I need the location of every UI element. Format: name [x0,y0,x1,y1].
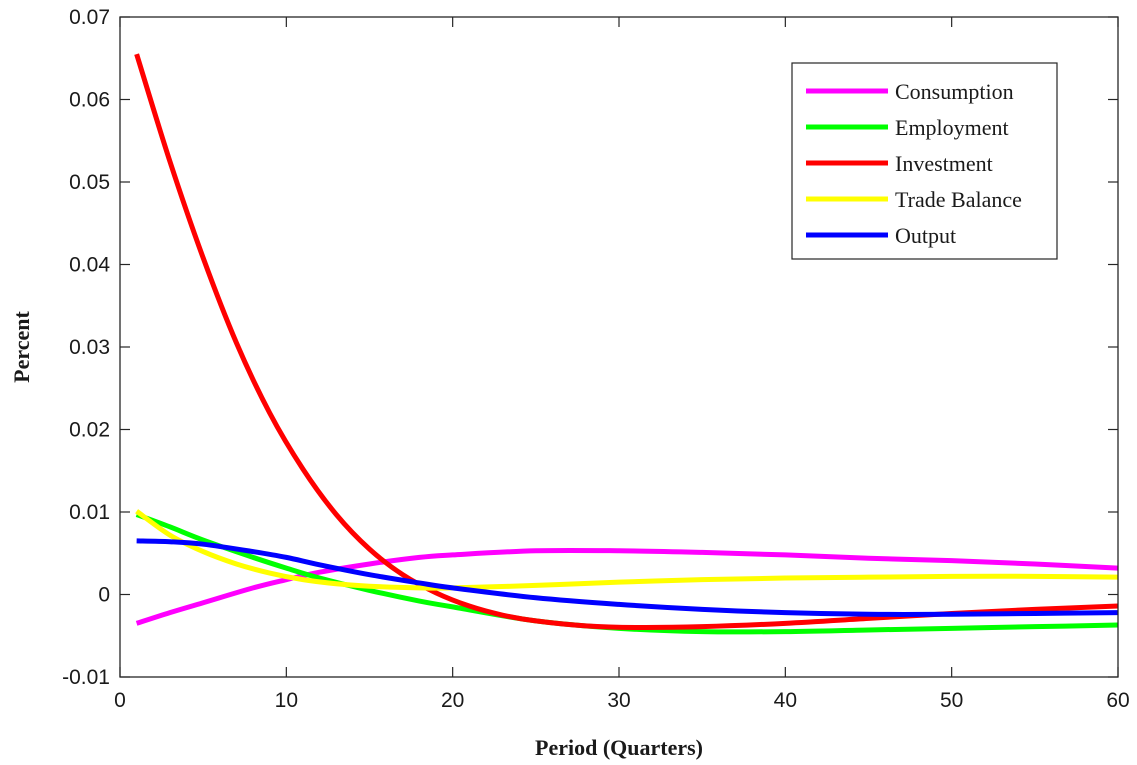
axis-ticks: 0 10 20 30 40 50 60-0.0100.010.020.030.040.050… [62,6,1130,712]
y-tick-label: 0.07 [69,6,110,29]
x-tick-label: 20 [441,689,464,712]
y-axis-title: Percent [9,311,34,383]
legend-label-output: Output [895,223,956,248]
legend-label-trade-balance: Trade Balance [895,187,1022,212]
series-line-consumption [135,547,1119,626]
y-tick-label: 0.04 [69,254,110,277]
y-tick-label: 0.03 [69,336,110,359]
x-tick-label: 60 [1106,689,1129,712]
legend: Consumption Employment Investment Trade Bal… [791,62,1058,260]
y-tick-label: 0.02 [69,419,110,442]
x-tick-label: 40 [774,689,797,712]
legend-label-consumption: Consumption [895,79,1014,104]
series-line-output [136,538,1119,617]
y-tick-label: 0 [98,584,110,607]
series-line-investment [134,53,1119,631]
x-tick-label: 30 [607,689,630,712]
plot-frame [119,16,1119,678]
y-tick-label: 0.01 [69,501,110,524]
y-tick-label: 0.05 [69,171,110,194]
x-tick-label: 10 [275,689,298,712]
x-tick-label: 50 [940,689,963,712]
x-axis-title: Period (Quarters) [535,735,703,760]
y-tick-label: 0.06 [69,89,110,112]
y-tick-label: -0.01 [62,666,110,689]
legend-label-employment: Employment [895,115,1009,140]
x-tick-label: 0 [114,689,126,712]
legend-label-investment: Investment [895,151,993,176]
series-layer [134,53,1119,635]
